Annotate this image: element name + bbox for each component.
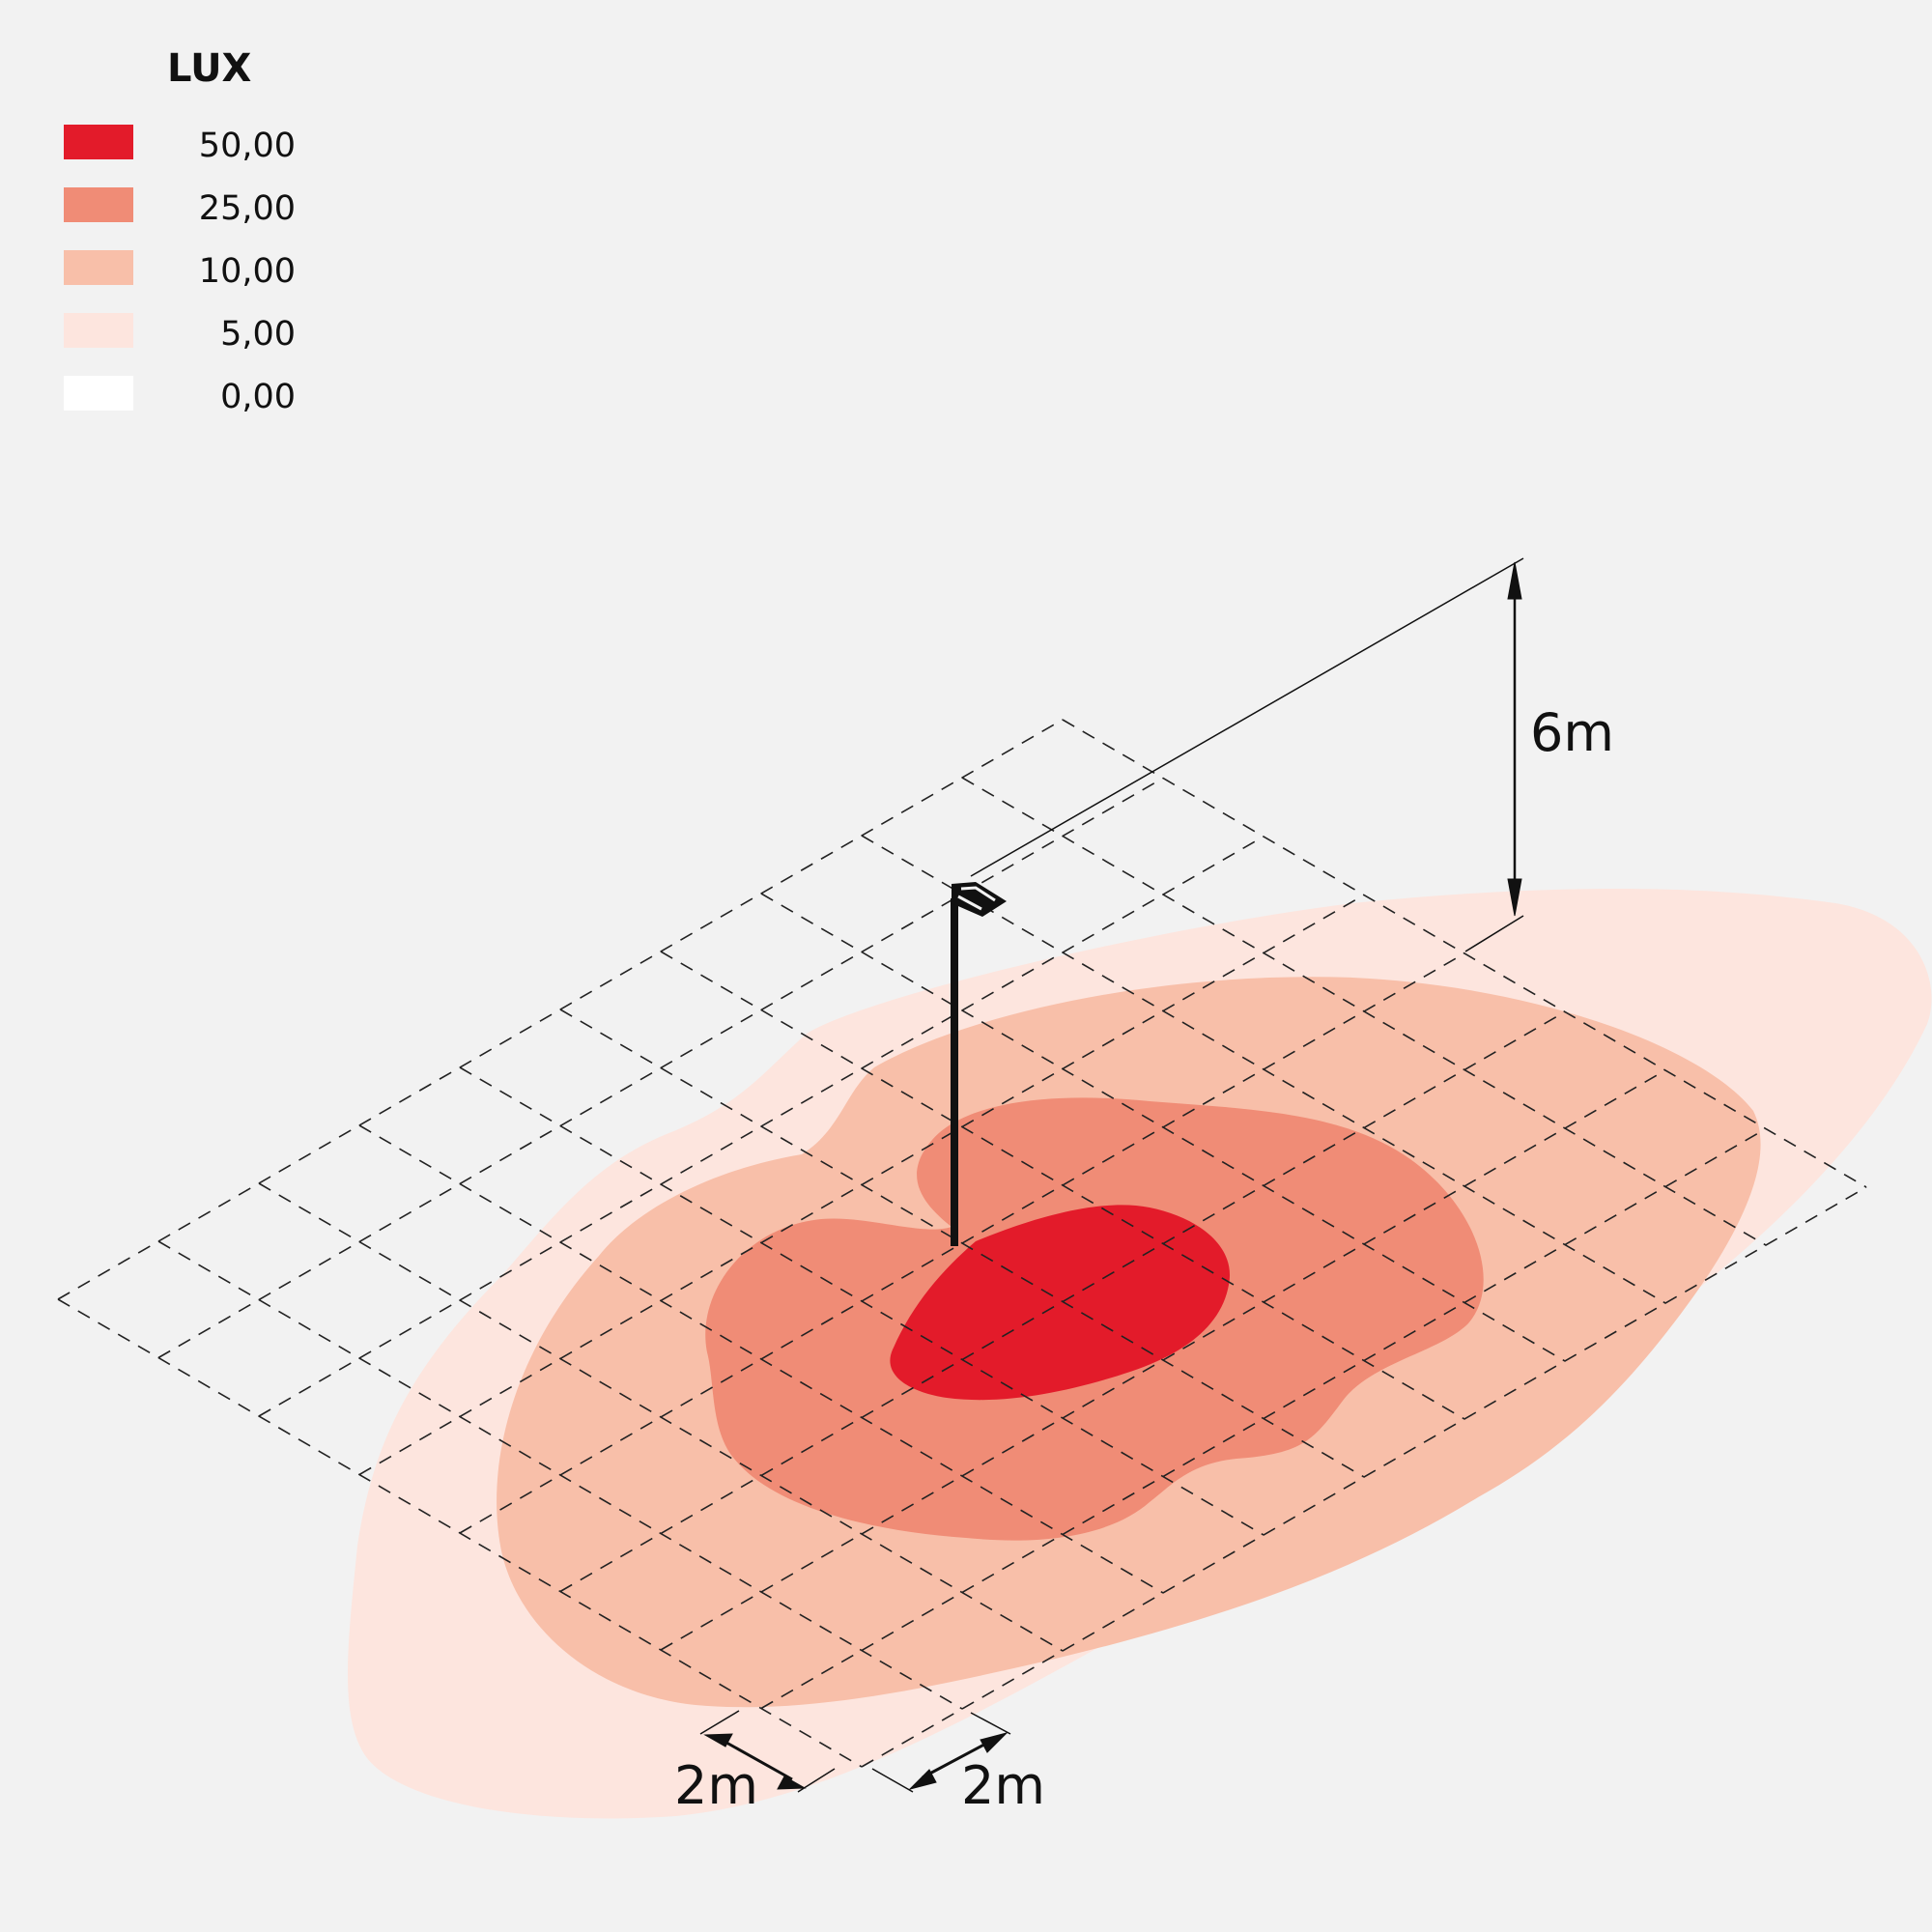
grid-line	[157, 1240, 963, 1710]
height-dimension	[970, 557, 1524, 952]
light-pole	[951, 882, 1007, 1246]
legend-value: 25,00	[198, 189, 296, 228]
grid-line	[660, 951, 1465, 1420]
legend-item-0: 0,00	[64, 376, 296, 416]
legend-value: 0,00	[220, 378, 296, 416]
legend-item-5: 5,00	[64, 313, 296, 354]
legend-title: LUX	[167, 46, 252, 91]
spacing-label-right: 2m	[961, 1755, 1045, 1816]
grid-line	[760, 893, 1566, 1362]
spacing-dimension-left	[699, 1710, 836, 1793]
grid-line	[57, 1298, 863, 1768]
legend-swatch	[64, 313, 133, 348]
legend-item-50: 50,00	[64, 125, 296, 165]
legend-value: 10,00	[198, 252, 296, 291]
grid-line	[861, 835, 1666, 1304]
grid-line	[459, 1066, 1264, 1536]
legend-swatch	[64, 250, 133, 285]
spacing-label-left: 2m	[674, 1755, 758, 1816]
grid-line	[1062, 719, 1867, 1188]
legend-item-10: 10,00	[64, 250, 296, 291]
height-label: 6m	[1530, 702, 1614, 763]
legend-swatch	[64, 187, 133, 222]
ground-grid	[57, 719, 1867, 1768]
legend-value: 5,00	[220, 315, 296, 354]
grid-line	[559, 1009, 1365, 1478]
legend-item-25: 25,00	[64, 187, 296, 228]
legend-swatch	[64, 125, 133, 159]
grid-line	[358, 1124, 1164, 1594]
grid-line	[258, 1182, 1064, 1652]
grid-line	[961, 777, 1767, 1246]
legend-swatch	[64, 376, 133, 411]
legend-value: 50,00	[198, 127, 296, 165]
spacing-dimension-right	[871, 1712, 1011, 1793]
